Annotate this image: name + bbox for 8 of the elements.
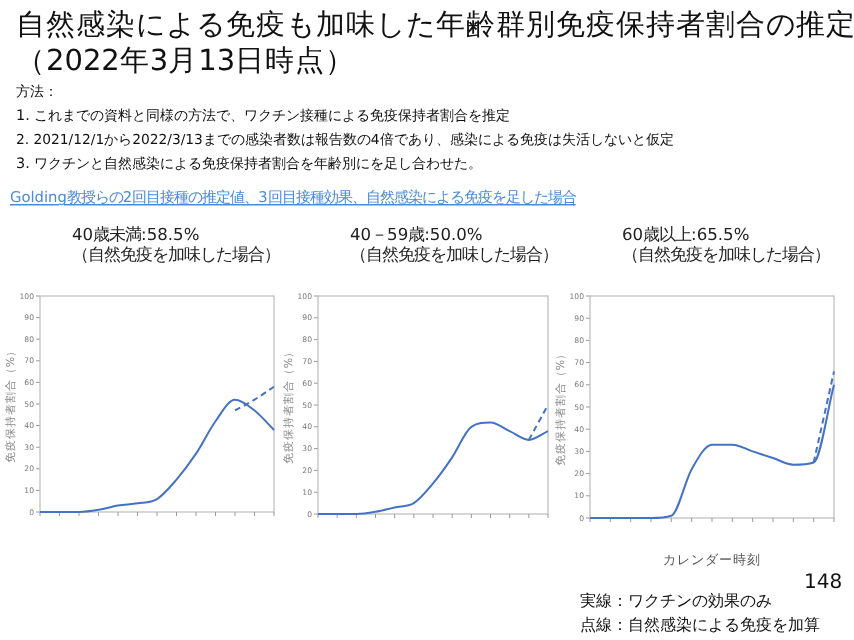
chart-title: 40歳未満:58.5% （自然免疫を加味した場合） [72, 224, 280, 264]
text: 148 [804, 572, 843, 594]
text: 点線：自然感染による免疫を加算 [580, 616, 820, 634]
text: （2022年3月13日時点） [16, 44, 356, 78]
text: 自然感染による免疫も加味した年齢群別免疫保持者割合の推定 [16, 8, 854, 42]
text: 実線：ワクチンの効果のみ [580, 592, 772, 610]
chart-title: 60歳以上:65.5% （自然免疫を加味した場合） [622, 224, 830, 264]
chart-title: 40－59歳:50.0% （自然免疫を加味した場合） [350, 224, 558, 264]
